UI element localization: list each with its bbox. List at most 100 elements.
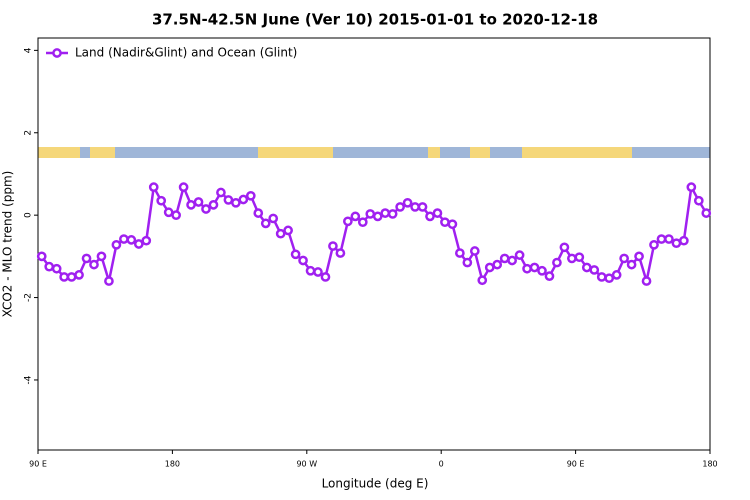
data-point <box>380 208 391 218</box>
data-point <box>432 208 443 218</box>
data-point <box>51 263 62 274</box>
x-tick-label: 0 <box>439 460 444 469</box>
legend-label: Land (Nadir&Glint) and Ocean (Glint) <box>75 46 297 60</box>
data-point <box>537 265 547 276</box>
plot-frame <box>37 37 711 451</box>
data-point <box>178 182 189 192</box>
data-point <box>574 252 585 263</box>
data-point <box>686 182 697 192</box>
data-point <box>290 249 301 260</box>
y-tick-label: 4 <box>24 47 34 53</box>
data-point <box>305 265 316 276</box>
data-point <box>111 239 122 250</box>
data-point <box>693 195 704 206</box>
x-tick-label: 180 <box>702 460 717 469</box>
data-point <box>484 262 495 273</box>
y-tick-label: -2 <box>24 293 34 302</box>
data-point <box>268 213 279 224</box>
y-tick-label: -4 <box>24 375 34 384</box>
data-point <box>201 204 211 214</box>
data-point <box>544 271 555 281</box>
data-point <box>133 239 144 249</box>
data-point <box>328 241 338 251</box>
data-point <box>36 251 47 262</box>
data-point <box>507 255 517 266</box>
x-tick-label: 180 <box>165 460 180 469</box>
data-point <box>283 225 293 236</box>
data-point <box>671 238 682 249</box>
data-point <box>552 257 562 268</box>
data-point <box>186 200 196 210</box>
data-point <box>447 219 458 230</box>
data-point <box>156 195 167 206</box>
data-point <box>469 246 480 256</box>
series-line <box>40 183 708 284</box>
y-tick-label: 2 <box>24 130 34 136</box>
data-point <box>231 197 241 208</box>
data-point <box>641 276 652 286</box>
data-point <box>529 262 540 273</box>
legend-marker <box>52 48 62 58</box>
data-point <box>634 251 644 262</box>
data-point <box>89 259 99 270</box>
data-point <box>163 207 174 218</box>
chart-title: 37.5N-42.5N June (Ver 10) 2015-01-01 to … <box>152 11 598 29</box>
data-point <box>626 259 637 270</box>
data-point <box>81 253 92 264</box>
data-point <box>223 195 234 205</box>
data-point <box>119 234 129 244</box>
data-point <box>559 242 570 253</box>
data-point <box>589 265 600 275</box>
data-point <box>440 217 450 228</box>
data-point <box>335 248 346 258</box>
data-point <box>402 197 413 208</box>
y-tick-label: 0 <box>24 212 34 218</box>
data-point <box>649 239 659 250</box>
data-point <box>425 211 435 222</box>
x-tick-label: 90 E <box>567 460 585 469</box>
data-point <box>141 235 152 246</box>
data-point <box>208 200 219 210</box>
data-point <box>522 263 532 274</box>
data-point <box>148 182 159 192</box>
data-point <box>410 202 420 212</box>
data-point <box>492 259 503 270</box>
data-point <box>298 255 308 266</box>
data-point <box>357 217 368 228</box>
data-point <box>455 248 465 258</box>
data-point <box>59 272 69 282</box>
data-point <box>514 250 525 260</box>
data-point <box>193 197 204 207</box>
data-point <box>701 208 712 218</box>
data-point <box>611 270 622 280</box>
data-point <box>238 194 249 205</box>
data-point <box>275 228 286 239</box>
data-point <box>462 257 473 268</box>
y-axis-label: XCO2 - MLO trend (ppm) <box>1 171 15 318</box>
land-ocean-strip <box>38 147 710 158</box>
data-point <box>44 261 55 272</box>
x-axis-label: Longitude (deg E) <box>322 477 429 491</box>
data-point <box>596 272 607 282</box>
data-point <box>567 253 577 264</box>
data-point <box>104 276 114 286</box>
data-point <box>245 190 256 201</box>
data-point <box>350 211 361 222</box>
data-point <box>477 275 488 286</box>
data-point <box>656 234 667 244</box>
data-point <box>387 209 398 219</box>
data-point <box>343 216 353 227</box>
data-point <box>260 218 271 229</box>
data-point <box>74 270 84 280</box>
data-point <box>365 209 376 219</box>
x-tick-label: 90 W <box>296 460 317 469</box>
data-point <box>499 253 510 264</box>
data-point <box>372 211 383 222</box>
data-point <box>313 267 323 277</box>
data-point <box>320 272 331 282</box>
data-point <box>216 187 226 198</box>
data-point <box>66 272 77 282</box>
data-point <box>395 202 405 212</box>
data-point <box>581 262 592 273</box>
